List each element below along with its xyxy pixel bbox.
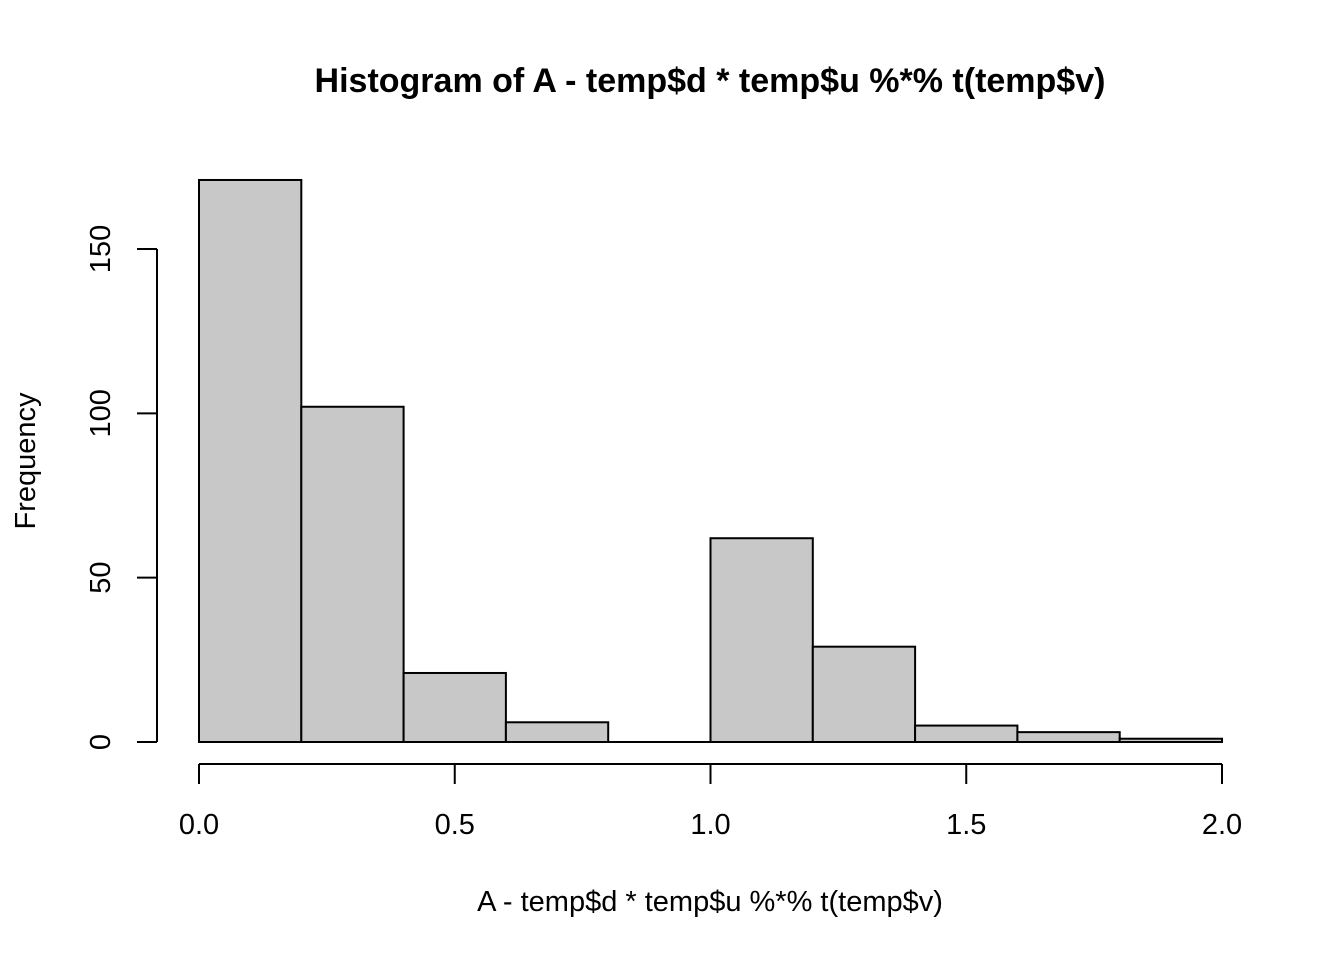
- y-tick-label-0: 0: [85, 734, 117, 750]
- x-tick-label-2: 1.0: [690, 809, 730, 841]
- x-tick-label-0: 0.0: [179, 809, 219, 841]
- histogram-bar-3: [504, 721, 610, 744]
- x-axis: 0.0 0.5 1.0 1.5 2.0: [179, 763, 1242, 841]
- histogram-bar-2: [402, 671, 507, 743]
- histogram-bar-1: [300, 405, 405, 743]
- histogram-bars: [198, 178, 1223, 744]
- y-axis-label: Frequency: [10, 392, 42, 530]
- x-tick-label-3: 1.5: [946, 809, 986, 841]
- histogram-bar-0: [198, 178, 303, 744]
- y-axis: 0 50 100 150: [85, 225, 158, 750]
- y-tick-label-3: 150: [85, 225, 117, 273]
- x-axis-label: A - temp$d * temp$u %*% t(temp$v): [477, 886, 943, 918]
- chart-title: Histogram of A - temp$d * temp$u %*% t(t…: [315, 62, 1106, 100]
- histogram-bar-9: [1118, 737, 1223, 743]
- y-tick-label-1: 50: [85, 562, 117, 594]
- histogram-bar-8: [1016, 731, 1121, 744]
- histogram-bar-5: [709, 537, 814, 744]
- y-tick-label-2: 100: [85, 389, 117, 437]
- x-tick-label-1: 0.5: [435, 809, 475, 841]
- histogram-bar-7: [914, 724, 1019, 743]
- x-tick-label-4: 2.0: [1202, 809, 1242, 841]
- histogram-bar-6: [811, 645, 917, 743]
